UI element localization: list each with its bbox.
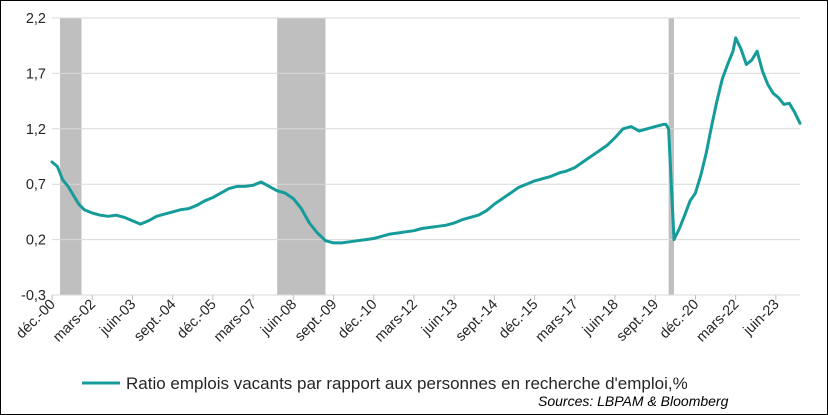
x-tick-label: mars-17 bbox=[533, 297, 582, 346]
y-tick-label: 1,7 bbox=[26, 66, 46, 82]
source-note: Sources: LBPAM & Bloomberg bbox=[538, 393, 729, 409]
x-tick-label: sept.-04 bbox=[131, 297, 179, 345]
x-tick-label: mars-12 bbox=[372, 297, 421, 346]
series-line-0 bbox=[50, 36, 802, 245]
y-tick-label: 0,7 bbox=[26, 177, 46, 193]
legend-label: Ratio emplois vacants par rapport aux pe… bbox=[126, 374, 688, 393]
y-tick-label: 0,2 bbox=[26, 233, 46, 249]
y-tick-label: 2,2 bbox=[26, 11, 46, 27]
x-tick-label: mars-22 bbox=[694, 297, 743, 346]
x-tick-label: sept.-09 bbox=[292, 297, 340, 345]
x-tick-label: mars-02 bbox=[50, 297, 99, 346]
y-tick-label: 1,2 bbox=[26, 122, 46, 138]
x-tick-label: sept.-14 bbox=[453, 297, 501, 345]
recession-band-0 bbox=[60, 18, 82, 295]
x-tick-label: sept.-19 bbox=[614, 297, 662, 345]
y-tick-label: -0,3 bbox=[21, 288, 46, 304]
x-tick-label: mars-07 bbox=[211, 297, 260, 346]
x-tick-label: juin-23 bbox=[740, 297, 783, 340]
recession-band-1 bbox=[277, 18, 326, 295]
